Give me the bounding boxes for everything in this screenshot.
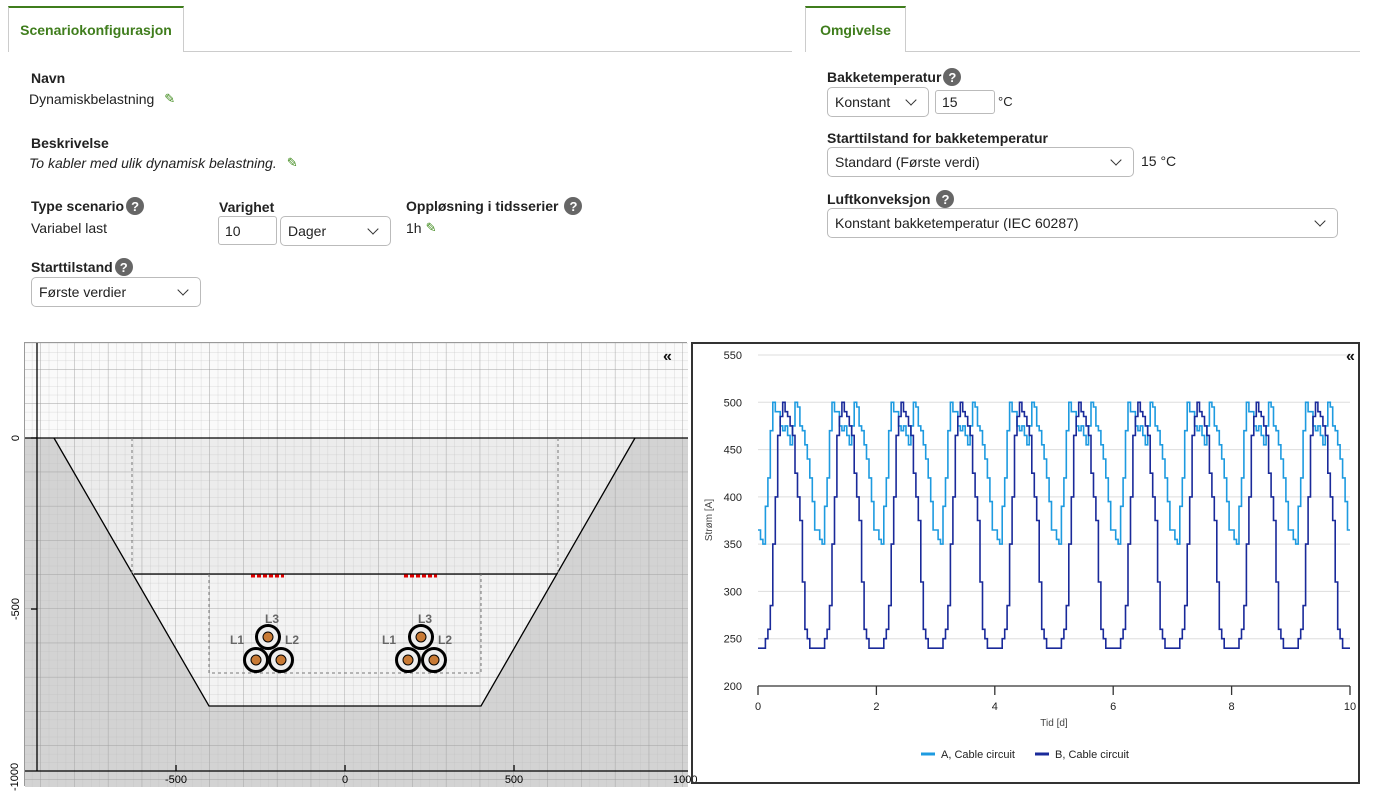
- collapse-chart-icon[interactable]: «: [1346, 348, 1355, 365]
- edit-resolution-pencil-icon[interactable]: ✎: [425, 220, 437, 235]
- current-chart-panel: 200 250 300 350 400 450 500 550 0 2 4 6 8 10 Tid [d] St…: [691, 342, 1360, 784]
- y-tick-label: -1000: [9, 763, 21, 791]
- x-tick-label: 4: [992, 701, 998, 713]
- y-tick-label: 0: [10, 435, 22, 441]
- y-tick-label: -500: [10, 598, 22, 620]
- x-tick-label: 2: [873, 701, 879, 713]
- tab-bar-line: [805, 51, 1360, 52]
- ground-start-select[interactable]: Standard (Første verdi): [827, 147, 1134, 177]
- phase-label: L1: [382, 633, 396, 647]
- tab-scenariokonfigurasjon[interactable]: Scenariokonfigurasjon: [8, 6, 184, 52]
- y-tick-label: 300: [724, 586, 742, 598]
- series-line-a: [758, 401, 1350, 545]
- current-chart: 200 250 300 350 400 450 500 550 0 2 4 6 8 10 Tid [d] St…: [704, 350, 1356, 761]
- x-tick-label: 0: [342, 774, 348, 786]
- x-tick-label: 8: [1229, 701, 1235, 713]
- dashed-guides: [131, 438, 559, 674]
- y-axis-title: Strøm [A]: [704, 499, 715, 541]
- chevron-down-icon: [177, 283, 189, 296]
- conductor: [275, 654, 287, 666]
- y-tick-label: 550: [724, 350, 742, 362]
- select-value: Konstant: [835, 94, 891, 110]
- phase-label: L3: [418, 612, 432, 626]
- start-state-label: Starttilstand: [31, 259, 113, 275]
- resolution-label: Oppløsning i tidsserier: [406, 198, 559, 214]
- ground-temp-label: Bakketemperatur: [827, 69, 942, 85]
- help-icon[interactable]: ?: [126, 197, 145, 215]
- conductor: [415, 631, 427, 643]
- phase-label: L3: [265, 612, 279, 626]
- tab-label: Omgivelse: [820, 22, 891, 38]
- conductor: [428, 654, 440, 666]
- type-scenario-value: Variabel last: [31, 220, 108, 236]
- help-icon[interactable]: ?: [114, 258, 133, 276]
- y-tick-label: 400: [724, 492, 742, 504]
- ground-start-label: Starttilstand for bakketemperatur: [827, 130, 1048, 146]
- edit-description-pencil-icon[interactable]: ✎: [286, 155, 298, 170]
- x-tick-label: 500: [505, 774, 523, 786]
- y-tick-label: 500: [724, 397, 742, 409]
- phase-label: L2: [285, 633, 299, 647]
- ground-temp-input[interactable]: 15: [935, 90, 995, 114]
- chevron-down-icon: [1314, 214, 1326, 227]
- name-label: Navn: [31, 70, 66, 86]
- phase-label: L1: [230, 633, 244, 647]
- tab-omgivelse[interactable]: Omgivelse: [805, 6, 906, 52]
- x-tick-label: 0: [755, 701, 761, 713]
- series-line-b: [758, 401, 1350, 649]
- collapse-panel-icon[interactable]: «: [663, 348, 672, 365]
- x-tick-label: 10: [1344, 701, 1356, 713]
- chevron-down-icon: [367, 222, 379, 235]
- conductor: [250, 654, 262, 666]
- y-tick-label: 350: [724, 539, 742, 551]
- chevron-down-icon: [905, 93, 917, 106]
- tab-bar-line: [8, 51, 792, 52]
- ground-temp-mode-select[interactable]: Konstant: [827, 87, 929, 117]
- select-value: Første verdier: [39, 284, 127, 300]
- help-icon[interactable]: ?: [936, 190, 955, 208]
- select-value: Standard (Første verdi): [835, 154, 980, 170]
- ground-start-readout: 15 °C: [1141, 153, 1177, 169]
- phase-label: L2: [438, 633, 452, 647]
- y-tick-label: 200: [724, 681, 742, 693]
- start-state-select[interactable]: Første verdier: [31, 277, 201, 307]
- description-label: Beskrivelse: [31, 135, 109, 151]
- name-value: Dynamiskbelastning: [29, 91, 155, 107]
- duration-label: Varighet: [219, 199, 275, 215]
- air-convection-select[interactable]: Konstant bakketemperatur (IEC 60287): [827, 208, 1338, 238]
- conductor: [262, 631, 274, 643]
- legend-label[interactable]: A, Cable circuit: [941, 749, 1015, 761]
- description-value: To kabler med ulik dynamisk belastning.: [29, 155, 277, 171]
- cross-section-view[interactable]: L1 L2 L3 L1 L2 L3 -500 0 500 1000 0 -500 -100…: [9, 342, 697, 791]
- select-value: Dager: [288, 223, 327, 239]
- legend-label[interactable]: B, Cable circuit: [1055, 749, 1129, 761]
- type-scenario-label: Type scenario: [31, 198, 125, 214]
- edit-name-pencil-icon[interactable]: ✎: [164, 91, 176, 106]
- help-icon[interactable]: ?: [564, 197, 583, 215]
- ground-temp-unit: °C: [998, 94, 1013, 109]
- x-axis-title: Tid [d]: [1040, 718, 1068, 729]
- y-tick-label: 250: [724, 634, 742, 646]
- x-tick-label: -500: [165, 774, 187, 786]
- help-icon[interactable]: ?: [943, 68, 962, 86]
- resolution-value: 1h: [406, 220, 422, 236]
- conductor: [402, 654, 414, 666]
- select-value: Konstant bakketemperatur (IEC 60287): [835, 215, 1079, 231]
- x-tick-label: 6: [1110, 701, 1116, 713]
- chevron-down-icon: [1110, 153, 1122, 166]
- duration-unit-select[interactable]: Dager: [280, 216, 391, 246]
- tab-label: Scenariokonfigurasjon: [20, 22, 172, 38]
- duration-input[interactable]: 10: [218, 216, 277, 245]
- y-tick-label: 450: [724, 445, 742, 457]
- air-convection-label: Luftkonveksjon: [827, 191, 931, 207]
